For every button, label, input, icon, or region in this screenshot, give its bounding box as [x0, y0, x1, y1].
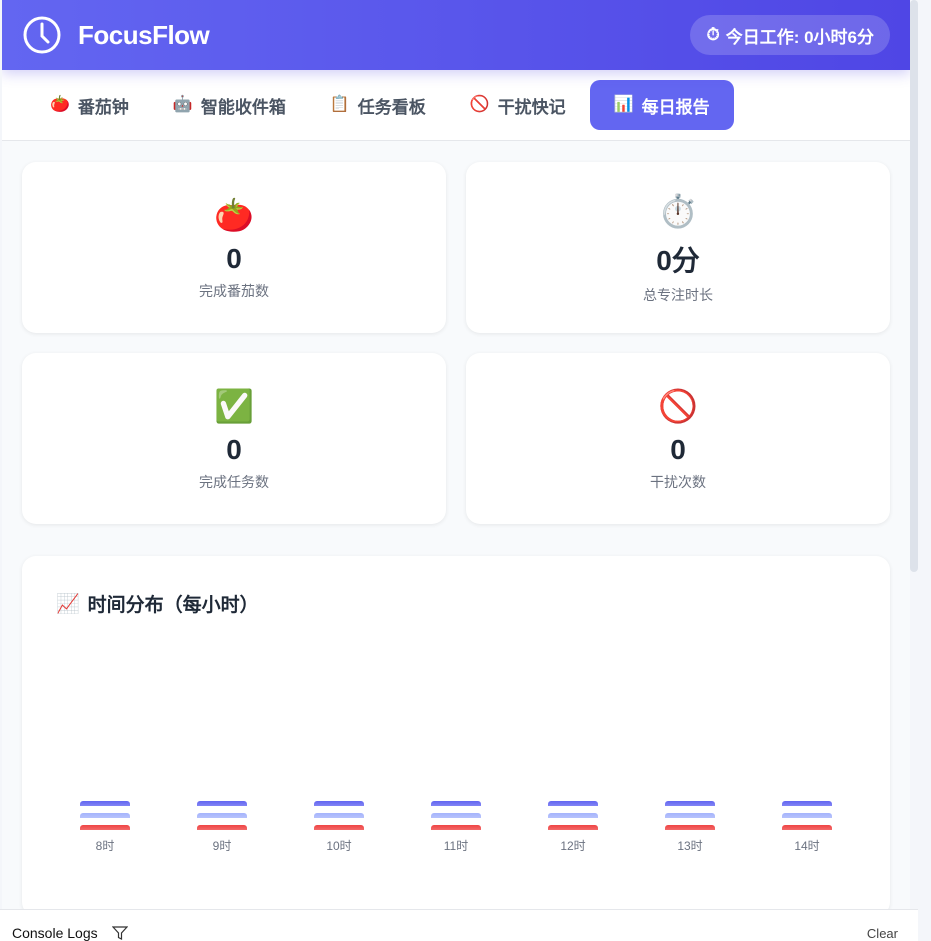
bar-segment: [782, 825, 832, 830]
tab-0[interactable]: 🍅 番茄钟: [30, 80, 149, 130]
bar-segment: [665, 813, 715, 818]
stat-icon: 🚫: [658, 387, 698, 424]
tab-2[interactable]: 📋 任务看板: [310, 80, 446, 130]
tab-icon: 🚫: [469, 96, 490, 113]
clock-icon: [23, 16, 61, 54]
clear-button[interactable]: Clear: [866, 926, 898, 941]
stopwatch-icon: ⏱: [706, 25, 720, 44]
work-time-text: 今日工作: 0小时6分: [725, 27, 874, 47]
tab-icon: 🍅: [50, 96, 70, 113]
bar-group: 11时: [431, 801, 481, 854]
tab-label: 每日报告: [641, 97, 710, 117]
chart-title-text: 时间分布（每小时）: [87, 595, 259, 616]
chart-title: 📈 时间分布（每小时）: [56, 590, 259, 617]
x-tick-label: 8时: [95, 839, 115, 853]
tab-label: 智能收件箱: [200, 97, 286, 117]
bar-group: 10时: [314, 801, 364, 854]
bar-segment: [197, 801, 247, 806]
stat-icon: 🍅: [214, 196, 254, 233]
bar-segment: [80, 801, 130, 806]
tab-1[interactable]: 🤖 智能收件箱: [153, 80, 306, 130]
scrollbar[interactable]: [910, 0, 918, 572]
console-bar: Console Logs Clear: [0, 909, 918, 941]
stats-grid: 🍅 0 完成番茄数 ⏱️ 0分总专注时长 ✅ 0 完成任务数 🚫 0 干扰次数: [22, 162, 890, 524]
work-time-badge: ⏱ 今日工作: 0小时6分: [690, 15, 890, 55]
tab-label: 番茄钟: [77, 97, 129, 117]
bar-segment: [431, 813, 481, 818]
hourly-chart: 📈 时间分布（每小时） 8时 9时 10时 11时 12时 13时 14时: [22, 556, 890, 909]
x-tick-label: 14时: [794, 839, 820, 853]
bar-segment: [431, 801, 481, 806]
bar-segment: [782, 801, 832, 806]
app: FocusFlow ⏱ 今日工作: 0小时6分 🍅 番茄钟 🤖 智能收件箱 📋 任务看板 🚫…: [2, 0, 910, 909]
stat-label: 完成番茄数: [199, 282, 269, 299]
bar-segment: [548, 813, 598, 818]
stat-label: 总专注时长: [643, 286, 713, 303]
tab-icon: 📋: [329, 96, 350, 113]
stat-value: 0分: [656, 244, 700, 276]
header: FocusFlow ⏱ 今日工作: 0小时6分: [2, 0, 910, 70]
stat-icon: ✅: [214, 387, 254, 424]
bar-segment: [314, 825, 364, 830]
tab-label: 任务看板: [357, 97, 426, 117]
console-title: Console Logs: [12, 925, 98, 941]
tab-bar: 🍅 番茄钟 🤖 智能收件箱 📋 任务看板 🚫 干扰快记 📊 每日报告: [2, 70, 910, 141]
bar-group: 14时: [782, 801, 832, 854]
stat-card-tasks-done: ✅ 0 完成任务数: [22, 353, 446, 524]
bar-segment: [431, 825, 481, 830]
chart-icon: 📈: [56, 593, 80, 615]
stat-value: 0: [226, 433, 242, 465]
bar-group: 8时: [80, 801, 130, 854]
bar-segment: [197, 813, 247, 818]
bar-group: 9时: [197, 801, 247, 854]
bar-segment: [665, 825, 715, 830]
bar-segment: [197, 825, 247, 830]
bar-segment: [782, 813, 832, 818]
x-tick-label: 9时: [212, 839, 232, 853]
brand: FocusFlow: [22, 15, 210, 55]
bar-segment: [548, 825, 598, 830]
tab-3[interactable]: 🚫 干扰快记: [450, 80, 586, 130]
bar-group: 13时: [665, 801, 715, 854]
bar-segment: [314, 813, 364, 818]
stat-card-pomodoro-count: 🍅 0 完成番茄数: [22, 162, 446, 333]
bar-segment: [80, 825, 130, 830]
bar-segment: [314, 801, 364, 806]
stat-label: 完成任务数: [199, 473, 269, 490]
stat-value: 0: [670, 433, 686, 465]
stat-icon: ⏱️: [658, 192, 698, 229]
x-tick-label: 12时: [560, 839, 586, 853]
bar-segment: [548, 801, 598, 806]
stat-card-distractions: 🚫 0 干扰次数: [466, 353, 890, 524]
tab-label: 干扰快记: [497, 97, 566, 117]
bar-group: 12时: [548, 801, 598, 854]
tab-icon: 🤖: [172, 96, 193, 113]
stat-card-focus-time: ⏱️ 0分总专注时长: [466, 162, 890, 333]
bar-segment: [665, 801, 715, 806]
x-tick-label: 11时: [443, 839, 469, 853]
x-tick-label: 13时: [677, 839, 703, 853]
bar-segment: [80, 813, 130, 818]
filter-icon[interactable]: [111, 925, 128, 941]
stat-value: 0: [226, 242, 242, 274]
stat-label: 干扰次数: [650, 473, 706, 490]
tab-icon: 📊: [613, 96, 634, 113]
tab-4[interactable]: 📊 每日报告: [589, 80, 734, 130]
x-tick-label: 10时: [326, 839, 352, 853]
app-title: FocusFlow: [78, 19, 210, 50]
